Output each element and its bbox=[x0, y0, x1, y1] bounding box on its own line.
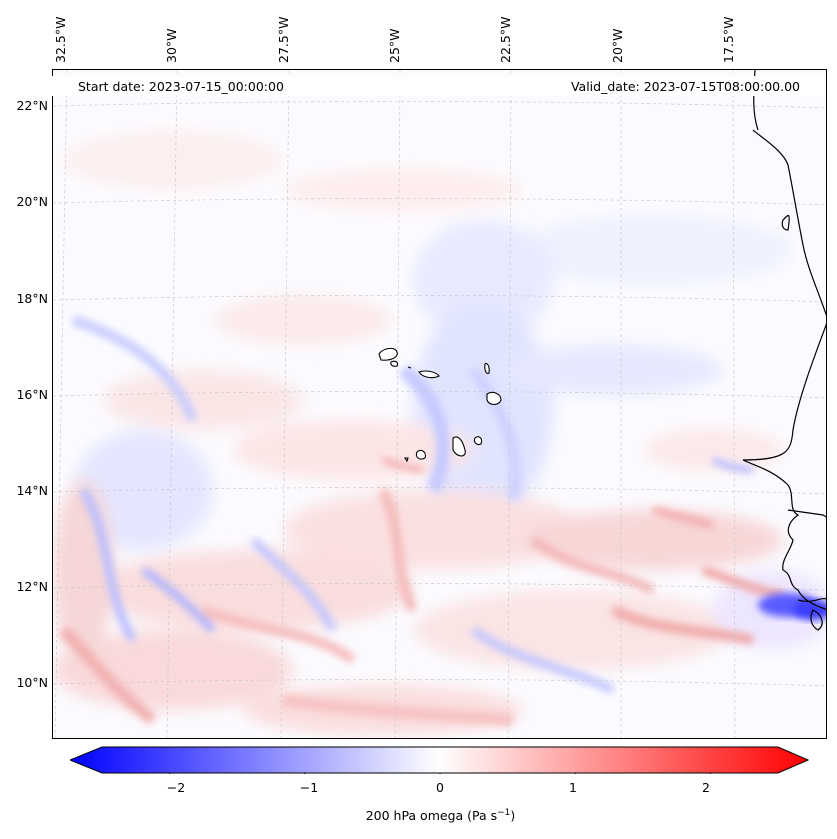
lat-label-16n: 16°N bbox=[16, 387, 48, 402]
island-santiago bbox=[452, 436, 466, 457]
omega-field-background bbox=[53, 130, 826, 735]
cape-verde-islands bbox=[378, 347, 502, 463]
map-panel[interactable] bbox=[52, 69, 827, 739]
africa-coast bbox=[742, 323, 826, 610]
lon-label-32.5w: 32.5°W bbox=[53, 16, 68, 63]
lon-label-30w: 30°W bbox=[164, 28, 179, 63]
lat-label-14n: 14°N bbox=[16, 483, 48, 498]
lat-label-18n: 18°N bbox=[16, 291, 48, 306]
colorbar-gradient bbox=[70, 746, 810, 774]
lat-label-22n: 22°N bbox=[16, 98, 48, 113]
island-sal bbox=[484, 362, 490, 375]
lat-label-12n: 12°N bbox=[16, 579, 48, 594]
date-banner bbox=[52, 76, 825, 96]
colorbar-tick-label: 0 bbox=[436, 780, 444, 795]
colorbar-label-suffix: ) bbox=[510, 808, 516, 824]
start-date-label: Start date: 2023-07-15_00:00:00 bbox=[78, 79, 284, 94]
colorbar-tick-label: 2 bbox=[702, 780, 710, 795]
island-sao-vicente bbox=[390, 360, 399, 367]
colorbar-tick-label: −1 bbox=[299, 780, 319, 795]
colorbar-tick-label: −2 bbox=[166, 780, 186, 795]
colorbar-label-text: 200 hPa omega (Pa s bbox=[365, 808, 498, 824]
lon-label-27.5w: 27.5°W bbox=[276, 16, 291, 63]
strong-ascent-core bbox=[793, 600, 826, 620]
island-santa-luzia bbox=[407, 366, 412, 369]
mauritania-coast bbox=[752, 129, 826, 317]
colorbar-ticks bbox=[169, 773, 711, 774]
coast-islet-south bbox=[810, 609, 823, 631]
island-maio bbox=[473, 436, 483, 446]
lon-label-17.5w: 17.5°W bbox=[721, 16, 736, 63]
valid-date-label: Valid_date: 2023-07-15T08:00:00.00 bbox=[570, 79, 800, 94]
graticule bbox=[53, 70, 826, 738]
coastline bbox=[742, 70, 826, 631]
omega-field-map bbox=[53, 70, 826, 738]
coast-islet bbox=[781, 215, 790, 231]
island-fogo bbox=[415, 449, 426, 460]
gambia-river bbox=[787, 509, 826, 518]
island-sao-nicolau bbox=[418, 370, 440, 379]
bissagos-coast bbox=[797, 597, 826, 603]
lat-label-10n: 10°N bbox=[16, 675, 48, 690]
island-brava bbox=[403, 457, 409, 463]
island-boa-vista bbox=[486, 391, 502, 406]
omega-field-detail bbox=[58, 315, 784, 726]
colorbar-tick-label: 1 bbox=[569, 780, 577, 795]
lat-label-20n: 20°N bbox=[16, 194, 48, 209]
colorbar-label-exponent: −1 bbox=[497, 808, 511, 818]
lon-label-25w: 25°W bbox=[387, 28, 402, 63]
island-santo-antao bbox=[378, 347, 398, 361]
colorbar bbox=[70, 746, 810, 774]
lon-label-22.5w: 22.5°W bbox=[498, 16, 513, 63]
lon-label-20w: 20°W bbox=[610, 28, 625, 63]
colorbar-label: 200 hPa omega (Pa s−1) bbox=[0, 808, 837, 823]
